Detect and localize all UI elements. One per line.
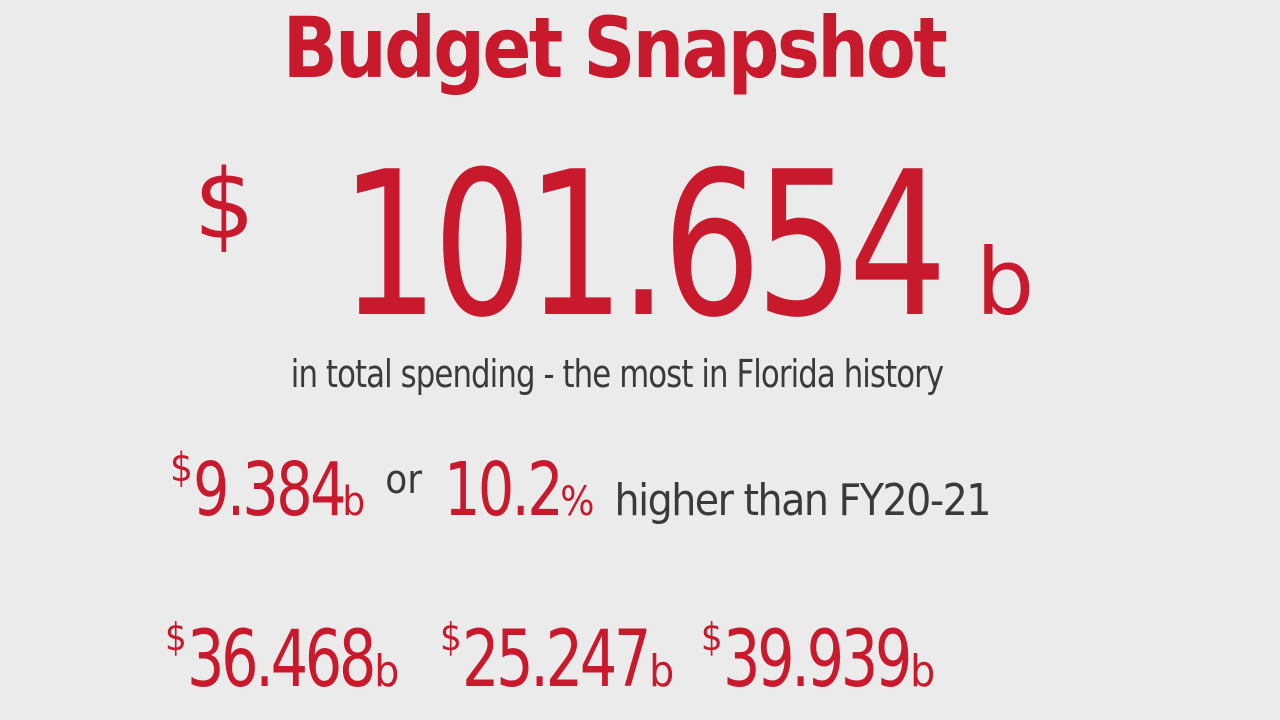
breakdown-amount: 36.468 xyxy=(186,615,376,705)
breakdown-currency-symbol: $ xyxy=(439,615,462,659)
breakdown-currency-symbol: $ xyxy=(700,615,723,659)
total-currency-symbol: $ xyxy=(193,149,255,261)
growth-line: $9.384b or 10.2% higher than FY20-21 xyxy=(170,445,991,533)
total-unit: b xyxy=(975,229,1035,336)
growth-comparison: higher than FY20-21 xyxy=(614,475,991,526)
breakdown-item: $36.468b xyxy=(165,618,399,699)
breakdown-item: $39.939b xyxy=(701,618,935,699)
page-title: Budget Snapshot xyxy=(282,0,948,97)
breakdown-unit: b xyxy=(910,646,936,697)
breakdown-unit: b xyxy=(374,646,400,697)
breakdown-currency-symbol: $ xyxy=(165,615,187,659)
growth-connector: or xyxy=(385,457,423,503)
growth-unit: b xyxy=(342,479,366,525)
breakdown-item: $25.247b xyxy=(440,618,674,699)
total-caption: in total spending - the most in Florida … xyxy=(290,352,944,396)
breakdown-unit: b xyxy=(649,646,675,697)
growth-currency-symbol: $ xyxy=(170,445,193,491)
growth-percent-sign: % xyxy=(560,479,595,525)
total-amount: 101.654 xyxy=(339,129,948,362)
growth-amount: 9.384 xyxy=(192,447,347,533)
breakdown-amount: 25.247 xyxy=(461,615,651,705)
total-spending-figure: $101.654 b xyxy=(0,146,1228,346)
budget-breakdown: $36.468b $25.247b $39.939b xyxy=(165,618,957,699)
growth-percent: 10.2 xyxy=(444,447,564,533)
breakdown-amount: 39.939 xyxy=(722,615,912,705)
